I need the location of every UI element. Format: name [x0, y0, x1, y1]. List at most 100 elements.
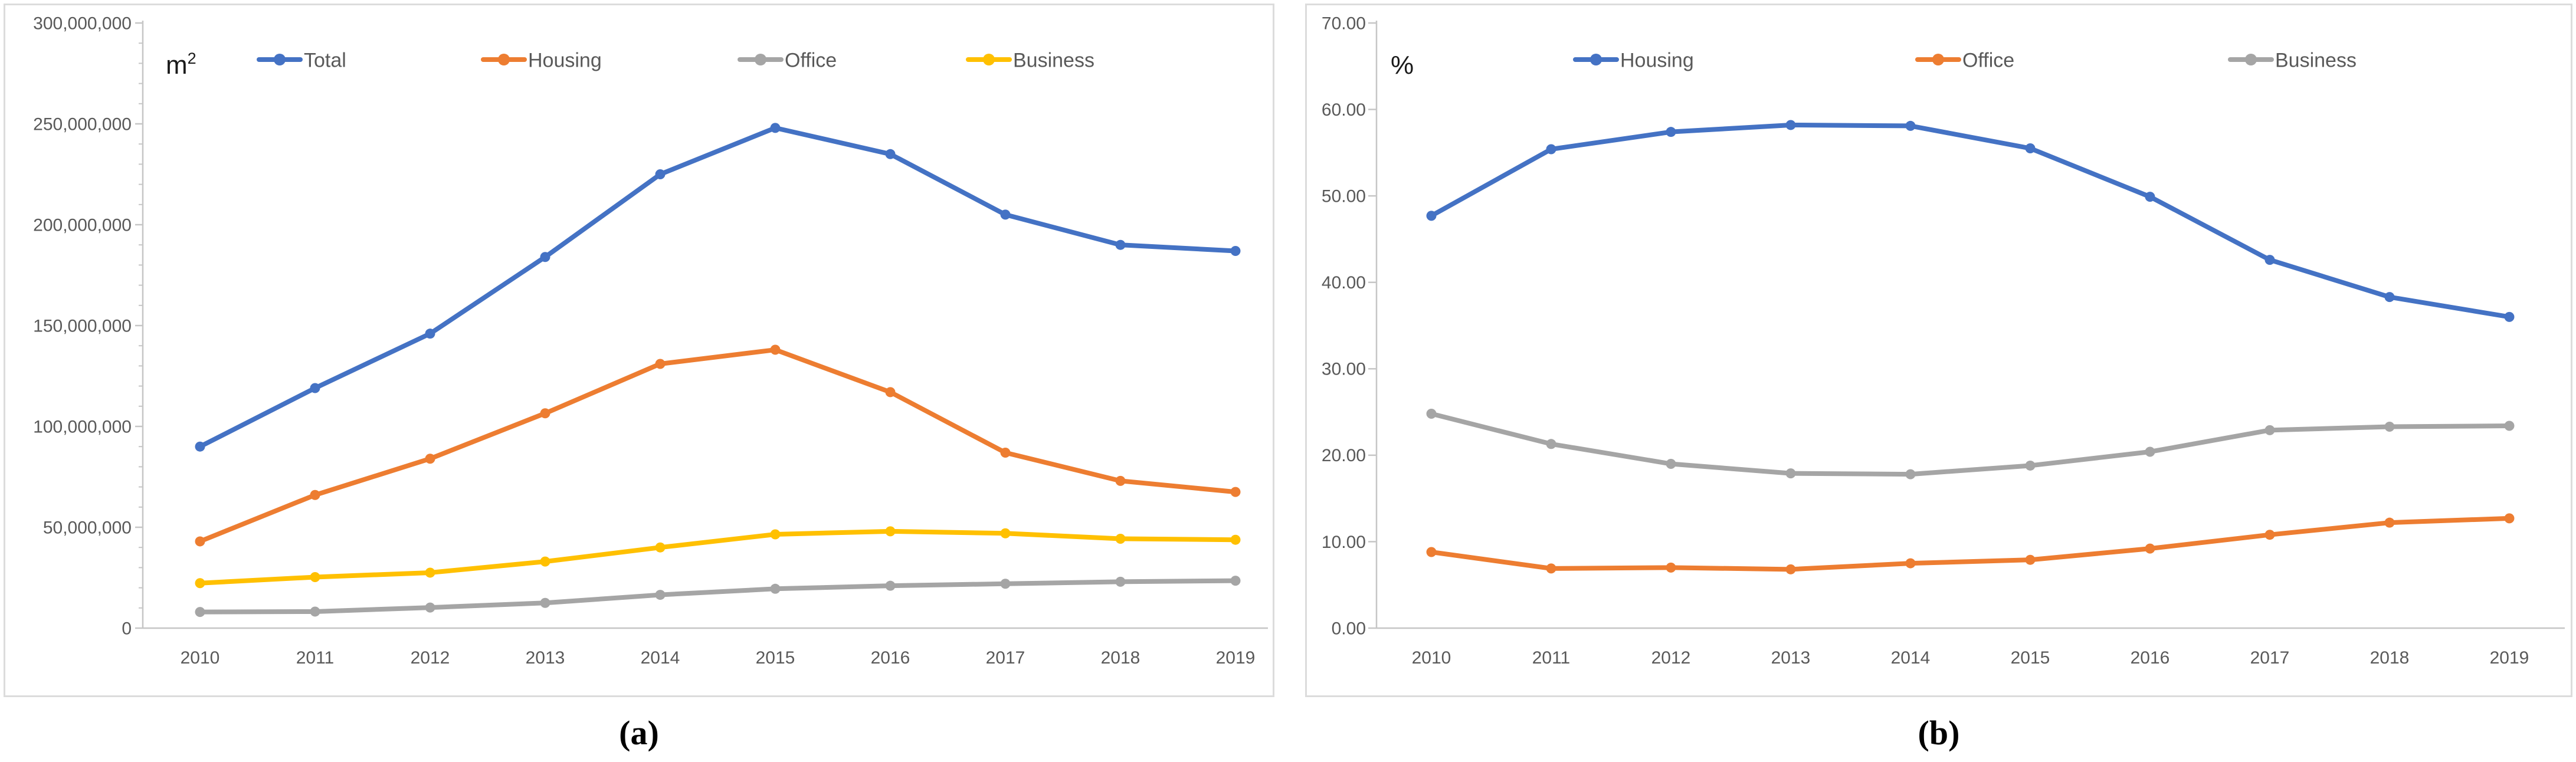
data-point-office-2017	[1000, 579, 1011, 589]
x-tick-label: 2011	[296, 648, 335, 668]
data-point-business-2012	[425, 567, 435, 578]
chart-panel-a: 0 50,000,000 100,000,000 150,000,000 200,000…	[4, 4, 1274, 697]
data-point-office-2010	[1426, 547, 1437, 557]
series-line-business	[198, 528, 1238, 586]
y-tick-label: 60.00	[1322, 100, 1366, 120]
data-point-business-2017	[2264, 425, 2275, 435]
data-point-office-2012	[1666, 562, 1676, 573]
data-point-office-2013	[540, 597, 550, 608]
data-point-business-2016	[885, 526, 896, 537]
data-point-office-2016	[885, 580, 896, 591]
legend-label: Office	[1962, 49, 2014, 71]
x-tick-label: 2014	[1891, 648, 1931, 668]
legend-marker-dot	[1932, 54, 1944, 65]
data-point-business-2016	[2145, 446, 2155, 457]
series-line-office	[1429, 515, 2512, 572]
y-tick-label: 250,000,000	[33, 114, 132, 134]
data-point-business-2018	[2384, 421, 2395, 432]
data-point-business-2014	[655, 542, 666, 553]
data-point-business-2015	[2025, 460, 2036, 471]
data-point-housing-2018	[1115, 475, 1126, 486]
data-point-business-2012	[1666, 459, 1676, 469]
data-point-housing-2015	[2025, 143, 2036, 154]
series-line-office	[198, 578, 1238, 615]
x-tick-label: 2015	[2011, 648, 2050, 668]
legend-label: Housing	[528, 49, 602, 71]
y-tick-label: 30.00	[1322, 360, 1366, 379]
data-point-housing-2010	[1426, 211, 1437, 221]
x-tick-label: 2018	[1101, 648, 1140, 668]
data-point-business-2019	[2504, 421, 2515, 431]
series-line-business	[1429, 411, 2512, 477]
data-point-business-2017	[1000, 528, 1011, 538]
legend-item-housing: Housing	[481, 49, 602, 71]
x-tick-label: 2017	[2250, 648, 2290, 668]
data-point-business-2018	[1115, 533, 1126, 544]
legend-label: Business	[2275, 49, 2357, 71]
data-point-total-2019	[1230, 245, 1241, 256]
legend-item-office: Office	[1915, 49, 2014, 71]
data-point-housing-2019	[2504, 311, 2515, 322]
y-tick-label: 40.00	[1322, 273, 1366, 293]
legend-item-business: Business	[2228, 49, 2357, 71]
legend-item-office: Office	[738, 49, 837, 71]
legend-marker-dot	[2245, 54, 2257, 65]
axis-unit-label: %	[1391, 51, 1414, 80]
series-line-total	[198, 125, 1238, 449]
data-point-business-2015	[770, 529, 781, 540]
data-point-business-2011	[1546, 439, 1556, 449]
data-point-business-2019	[1230, 534, 1241, 545]
data-point-housing-2013	[1785, 120, 1796, 130]
figure-caption-b: (b)	[1918, 714, 1960, 752]
data-point-office-2016	[2145, 543, 2155, 554]
legend-marker-dot	[755, 54, 766, 65]
x-tick-label: 2016	[871, 648, 910, 668]
data-point-office-2019	[2504, 513, 2515, 524]
data-point-housing-2017	[1000, 447, 1011, 458]
data-point-office-2019	[1230, 576, 1241, 586]
x-tick-label: 2019	[1216, 648, 1256, 668]
legend-marker-dot	[983, 54, 995, 65]
data-point-office-2018	[2384, 517, 2395, 528]
x-tick-label: 2018	[2370, 648, 2410, 668]
x-tick-label: 2017	[986, 648, 1025, 668]
data-point-office-2015	[2025, 554, 2036, 565]
y-tick-label: 20.00	[1322, 446, 1366, 465]
legend-marker-dot	[1590, 54, 1602, 65]
data-point-housing-2012	[425, 454, 435, 464]
y-tick-label: 70.00	[1322, 14, 1366, 33]
y-tick-label: 50,000,000	[43, 518, 132, 537]
series-line-housing	[1429, 122, 2512, 320]
data-point-housing-2014	[1905, 120, 1916, 131]
data-point-office-2017	[2264, 530, 2275, 540]
x-tick-label: 2016	[2131, 648, 2170, 668]
data-point-total-2011	[310, 383, 320, 393]
y-tick-label: 300,000,000	[33, 14, 132, 33]
data-point-business-2010	[195, 578, 205, 589]
y-tick-label: 150,000,000	[33, 316, 132, 336]
x-tick-label: 2013	[1771, 648, 1811, 668]
data-point-housing-2016	[885, 387, 896, 398]
legend-label: Office	[785, 49, 837, 71]
data-point-total-2017	[1000, 209, 1011, 220]
data-point-housing-2011	[1546, 144, 1556, 155]
data-point-office-2014	[1905, 558, 1916, 569]
data-point-office-2018	[1115, 576, 1126, 587]
chart-panel-b: 0.00 10.00 20.00 30.00 40.00 50.00 60.00 70.00 2…	[1305, 4, 2572, 697]
legend-item-business: Business	[966, 49, 1094, 71]
legend-marker-dot	[274, 54, 286, 65]
legend-label: Business	[1013, 49, 1094, 71]
data-point-office-2015	[770, 583, 781, 594]
data-point-business-2011	[310, 572, 320, 582]
legend-item-total: Total	[257, 49, 346, 71]
x-tick-label: 2015	[756, 648, 795, 668]
data-point-housing-2012	[1666, 127, 1676, 137]
data-point-housing-2016	[2145, 192, 2155, 202]
x-tick-label: 2010	[181, 648, 220, 668]
data-point-business-2013	[1785, 468, 1796, 479]
data-point-total-2014	[655, 169, 666, 179]
data-point-total-2018	[1115, 239, 1126, 250]
data-point-housing-2015	[770, 344, 781, 355]
data-point-total-2013	[540, 252, 550, 262]
